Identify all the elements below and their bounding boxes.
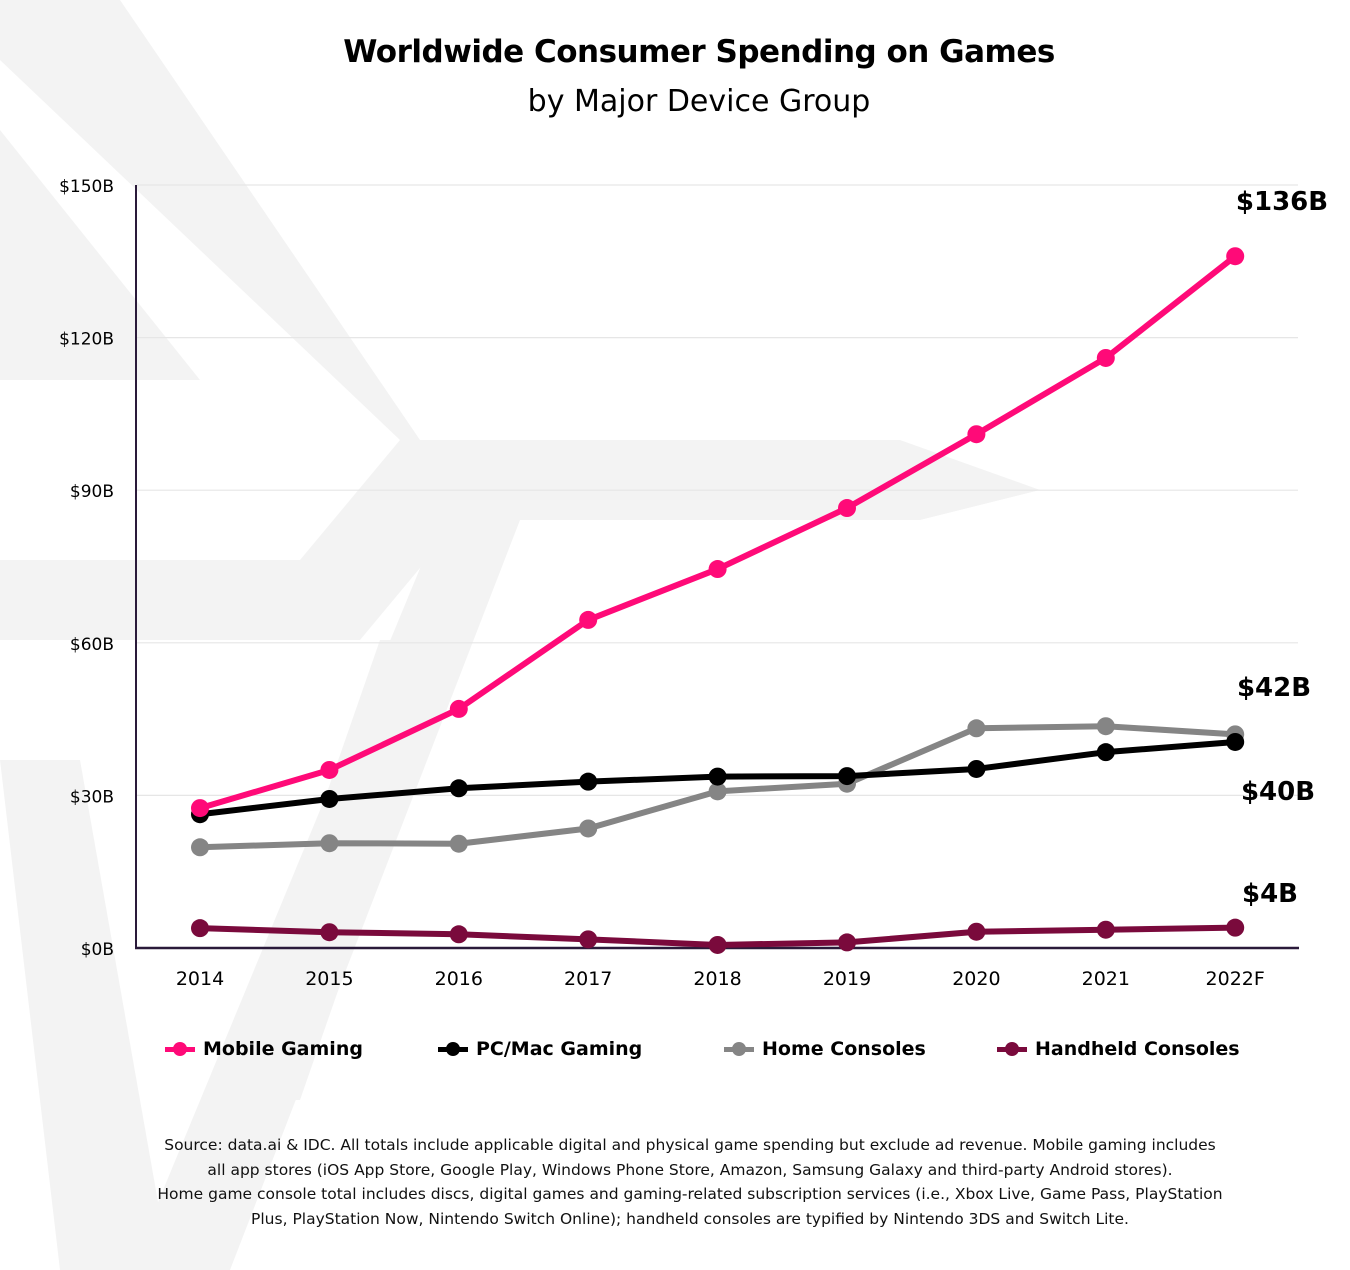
data-point bbox=[579, 930, 598, 949]
data-point bbox=[708, 935, 727, 954]
series-mobile-gaming bbox=[191, 247, 1245, 818]
data-point bbox=[967, 922, 986, 941]
data-point bbox=[1096, 743, 1115, 762]
legend-label: Home Consoles bbox=[762, 1038, 926, 1060]
data-point bbox=[1226, 732, 1245, 751]
x-tick-label: 2014 bbox=[176, 968, 224, 990]
data-point bbox=[320, 789, 339, 808]
series-handheld-consoles bbox=[191, 918, 1245, 954]
legend-label: PC/Mac Gaming bbox=[476, 1038, 643, 1060]
source-line: Plus, PlayStation Now, Nintendo Switch O… bbox=[251, 1209, 1129, 1228]
data-point bbox=[579, 819, 598, 838]
data-point bbox=[838, 499, 856, 518]
x-tick-label: 2022F bbox=[1206, 968, 1265, 990]
legend-swatch bbox=[724, 1036, 754, 1062]
data-point bbox=[838, 933, 856, 952]
data-point bbox=[967, 425, 986, 444]
data-point bbox=[320, 834, 339, 853]
legend-item-pc-mac-gaming: PC/Mac Gaming bbox=[438, 1036, 642, 1062]
data-point bbox=[1096, 717, 1115, 736]
legend: Mobile Gaming PC/Mac Gaming Home Console… bbox=[0, 1036, 1350, 1066]
end-value-label: $42B bbox=[1237, 673, 1311, 703]
data-point bbox=[191, 799, 209, 818]
x-tick-label: 2015 bbox=[305, 968, 353, 990]
legend-item-mobile-gaming: Mobile Gaming bbox=[165, 1036, 363, 1062]
data-point bbox=[579, 772, 598, 791]
data-point bbox=[967, 759, 986, 778]
legend-item-handheld-consoles: Handheld Consoles bbox=[997, 1036, 1240, 1062]
legend-item-home-consoles: Home Consoles bbox=[724, 1036, 926, 1062]
x-tick-label: 2020 bbox=[952, 968, 1000, 990]
end-value-label: $40B bbox=[1241, 777, 1315, 807]
x-tick-label: 2021 bbox=[1082, 968, 1130, 990]
data-point bbox=[708, 560, 727, 579]
data-point bbox=[320, 760, 339, 779]
x-tick-label: 2016 bbox=[435, 968, 483, 990]
data-point bbox=[191, 838, 209, 857]
legend-swatch bbox=[438, 1036, 468, 1062]
gridlines bbox=[137, 184, 1298, 797]
data-point bbox=[449, 925, 468, 944]
data-point bbox=[191, 919, 209, 938]
source-line: Source: data.ai & IDC. All totals includ… bbox=[164, 1136, 1216, 1154]
series-pc-mac-gaming bbox=[191, 732, 1245, 824]
x-tick-label: 2017 bbox=[564, 968, 612, 990]
y-tick-label: $30B bbox=[70, 787, 114, 807]
data-point bbox=[1096, 348, 1115, 367]
data-point bbox=[320, 923, 339, 942]
legend-swatch bbox=[165, 1036, 195, 1062]
y-tick-label: $120B bbox=[59, 330, 114, 350]
data-point bbox=[1226, 247, 1245, 266]
y-tick-label: $60B bbox=[70, 635, 114, 655]
data-point bbox=[708, 782, 727, 801]
x-tick-label: 2019 bbox=[823, 968, 871, 990]
data-point bbox=[449, 834, 468, 853]
x-tick-label: 2018 bbox=[693, 968, 741, 990]
data-point bbox=[579, 610, 598, 629]
data-point bbox=[449, 779, 468, 798]
legend-label: Mobile Gaming bbox=[203, 1038, 363, 1060]
series-lines bbox=[191, 247, 1245, 954]
y-tick-label: $90B bbox=[70, 482, 114, 502]
end-value-label: $4B bbox=[1242, 879, 1298, 909]
series-home-consoles bbox=[191, 717, 1245, 857]
y-tick-label: $150B bbox=[59, 177, 114, 197]
data-point bbox=[967, 719, 986, 738]
source-note: Source: data.ai & IDC. All totals includ… bbox=[90, 1133, 1290, 1231]
end-labels: $136B $42B $40B $4B bbox=[1236, 187, 1328, 909]
data-point bbox=[708, 767, 727, 786]
data-point bbox=[449, 699, 468, 718]
legend-swatch bbox=[997, 1036, 1027, 1062]
chart-title: Worldwide Consumer Spending on Games bbox=[343, 34, 1055, 70]
legend-label: Handheld Consoles bbox=[1035, 1038, 1240, 1060]
end-value-label: $136B bbox=[1236, 187, 1328, 217]
axes: $0B $30B $60B $90B $120B $150B 2014 2015 2016 201… bbox=[59, 177, 1299, 990]
line-chart: $0B $30B $60B $90B $120B $150B 2014 2015 2016 201… bbox=[59, 177, 1328, 990]
source-line: all app stores (iOS App Store, Google Pl… bbox=[207, 1160, 1173, 1179]
data-point bbox=[838, 767, 856, 786]
y-tick-label: $0B bbox=[81, 940, 114, 960]
data-point bbox=[1096, 920, 1115, 939]
data-point bbox=[1226, 918, 1245, 937]
chart-subtitle: by Major Device Group bbox=[527, 84, 871, 119]
source-line: Home game console total includes discs, … bbox=[157, 1185, 1223, 1203]
